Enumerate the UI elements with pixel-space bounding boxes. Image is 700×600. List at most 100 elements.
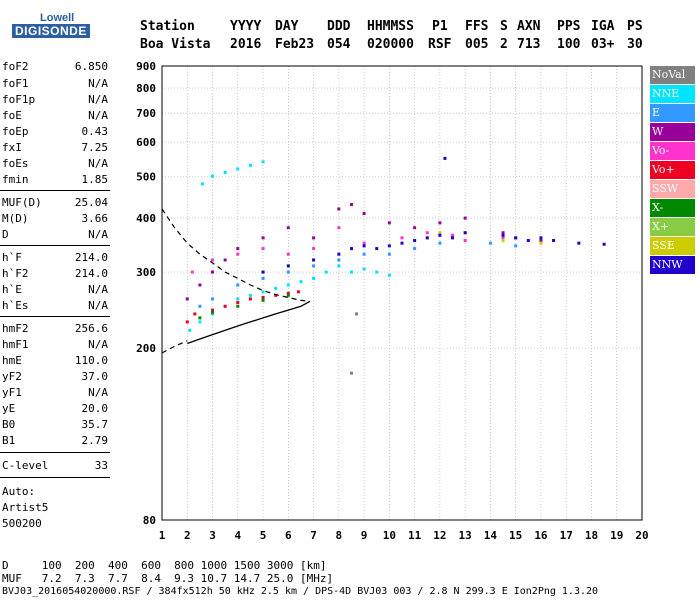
param-row: h`F2 214.0 bbox=[2, 267, 108, 281]
data-point bbox=[337, 258, 341, 262]
data-point bbox=[236, 247, 240, 251]
data-point bbox=[438, 241, 442, 245]
param-name: fxI bbox=[2, 141, 22, 154]
data-point bbox=[501, 236, 505, 240]
x-tick-label: 16 bbox=[534, 529, 548, 542]
header-iga-value: 03+ bbox=[591, 37, 615, 52]
x-tick-label: 3 bbox=[209, 529, 216, 542]
data-point bbox=[286, 252, 290, 256]
data-point bbox=[501, 238, 505, 242]
data-point bbox=[501, 233, 505, 237]
header-ps-label: PS bbox=[627, 19, 643, 34]
data-point bbox=[286, 270, 290, 274]
x-tick-label: 19 bbox=[610, 529, 623, 542]
param-value: N/A bbox=[88, 109, 108, 122]
param-name: yF2 bbox=[2, 370, 22, 383]
header-day-value: Feb23 bbox=[275, 37, 315, 52]
data-point bbox=[211, 174, 215, 178]
data-point bbox=[349, 371, 353, 375]
footer-file-line: BVJ03_2016054020000.RSF / 384fx512h 50 k… bbox=[2, 586, 599, 597]
param-row: h`E N/A bbox=[2, 283, 108, 297]
param-row: foF1p N/A bbox=[2, 93, 108, 107]
data-point bbox=[286, 283, 290, 287]
data-point bbox=[443, 156, 447, 160]
data-point bbox=[200, 182, 204, 186]
x-tick-label: 9 bbox=[361, 529, 368, 542]
data-point bbox=[463, 231, 467, 235]
y-tick-label: 800 bbox=[136, 82, 156, 95]
data-point bbox=[261, 160, 265, 164]
data-point bbox=[488, 241, 492, 245]
param-value: 214.0 bbox=[74, 267, 108, 280]
param-name: h`E bbox=[2, 283, 22, 296]
plot-grid bbox=[162, 66, 642, 520]
x-tick-label: 5 bbox=[260, 529, 267, 542]
data-point bbox=[211, 297, 215, 301]
param-name: hmF2 bbox=[2, 322, 29, 335]
param-name: B0 bbox=[2, 418, 16, 431]
header-s-label: S bbox=[500, 19, 508, 34]
data-point bbox=[463, 238, 467, 242]
data-point bbox=[337, 264, 341, 268]
data-point bbox=[413, 247, 417, 251]
y-tick-label: 700 bbox=[136, 107, 156, 120]
data-point bbox=[185, 297, 189, 301]
param-name: foF1p bbox=[2, 93, 36, 106]
data-point bbox=[539, 238, 543, 242]
legend-item-nne: NNE bbox=[650, 85, 695, 103]
data-point bbox=[526, 238, 530, 242]
param-value: 1.85 bbox=[81, 173, 109, 186]
param-value: 6.850 bbox=[74, 60, 108, 73]
param-value: N/A bbox=[88, 283, 108, 296]
data-point bbox=[248, 163, 252, 167]
data-point bbox=[362, 241, 366, 245]
data-point bbox=[362, 244, 366, 248]
param-row: B0 35.7 bbox=[2, 418, 108, 432]
data-point bbox=[223, 171, 227, 175]
param-row: foEs N/A bbox=[2, 157, 108, 171]
x-tick-label: 18 bbox=[585, 529, 598, 542]
x-tick-label: 17 bbox=[560, 529, 573, 542]
data-point bbox=[312, 276, 316, 280]
data-point bbox=[312, 264, 316, 268]
data-point bbox=[400, 236, 404, 240]
param-row: C-level 33 bbox=[2, 459, 108, 473]
param-value: N/A bbox=[88, 93, 108, 106]
data-point bbox=[236, 297, 240, 301]
header-ffs-value: 005 bbox=[465, 37, 489, 52]
data-point bbox=[413, 238, 417, 242]
param-value: 110.0 bbox=[74, 354, 108, 367]
data-point bbox=[312, 236, 316, 240]
data-point bbox=[211, 270, 215, 274]
data-point bbox=[211, 312, 215, 316]
x-tick-label: 8 bbox=[336, 529, 343, 542]
profile-curve bbox=[187, 300, 311, 345]
autoscale-name: Artist5 bbox=[2, 501, 49, 514]
param-name: hmE bbox=[2, 354, 22, 367]
param-row: MUF(D) 25.04 bbox=[2, 196, 108, 210]
param-row: hmE 110.0 bbox=[2, 354, 108, 368]
data-point bbox=[400, 241, 404, 245]
header-iga-label: IGA bbox=[591, 19, 615, 34]
param-value: 33 bbox=[94, 459, 108, 472]
x-tick-label: 6 bbox=[285, 529, 292, 542]
data-point bbox=[261, 236, 265, 240]
data-point bbox=[387, 221, 391, 225]
data-point bbox=[185, 320, 189, 324]
header-day-label: DAY bbox=[275, 19, 299, 34]
header-ffs-label: FFS bbox=[465, 19, 489, 34]
param-row: yF2 37.0 bbox=[2, 370, 108, 384]
param-name: M(D) bbox=[2, 212, 29, 225]
x-tick-label: 12 bbox=[433, 529, 446, 542]
header-p1-value: RSF bbox=[428, 37, 452, 52]
data-point bbox=[198, 320, 202, 324]
x-tick-label: 10 bbox=[383, 529, 396, 542]
param-name: B1 bbox=[2, 434, 16, 447]
legend-item-ssw: SSW bbox=[650, 180, 695, 198]
y-tick-label: 80 bbox=[143, 514, 156, 527]
data-point bbox=[198, 304, 202, 308]
param-row: h`Es N/A bbox=[2, 299, 108, 313]
data-point bbox=[577, 241, 581, 245]
data-point bbox=[539, 241, 543, 245]
